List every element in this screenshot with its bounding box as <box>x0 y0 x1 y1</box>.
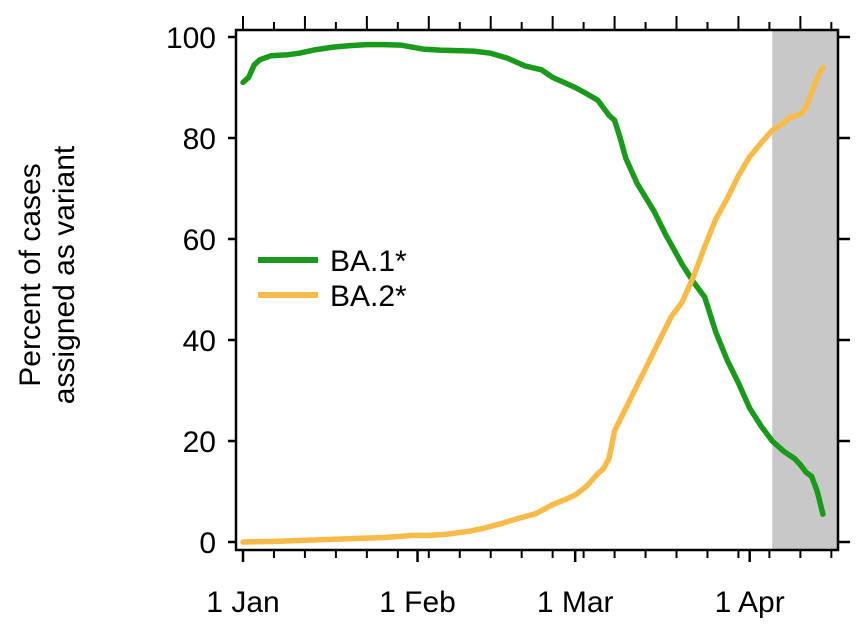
y-axis-title-line-1: Percent of cases <box>14 163 47 386</box>
y-tick-label: 20 <box>183 426 216 459</box>
plot-frame <box>234 28 840 552</box>
series-lines <box>240 41 826 545</box>
legend-label-ba1: BA.1* <box>330 245 407 278</box>
series-line-1 <box>240 64 826 545</box>
x-tick-label: 1 Jan <box>206 586 279 619</box>
y-tick-label: 60 <box>183 224 216 257</box>
x-tick-label: 1 Mar <box>537 586 614 619</box>
axis-ticks <box>228 16 850 562</box>
y-axis-title-line-2: assigned as variant <box>48 145 81 404</box>
legend: BA.1* BA.2* <box>258 245 407 313</box>
x-tick-label: 1 Feb <box>379 586 456 619</box>
shaded-recent-period <box>772 30 838 550</box>
tick-labels: 0 20 40 60 80 100 1 Jan 1 Feb 1 Mar 1 Apr <box>166 22 785 619</box>
y-tick-label: 0 <box>199 527 216 560</box>
legend-label-ba2: BA.2* <box>330 280 407 313</box>
series-line-0 <box>240 41 826 517</box>
y-tick-label: 40 <box>183 325 216 358</box>
x-tick-label: 1 Apr <box>715 586 785 619</box>
y-tick-label: 100 <box>166 22 216 55</box>
y-tick-label: 80 <box>183 123 216 156</box>
